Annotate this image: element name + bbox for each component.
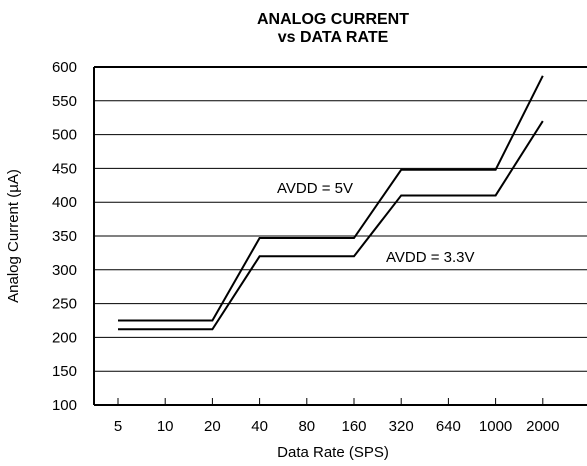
series-line: [118, 120, 544, 331]
y-tick-label: 500: [52, 127, 77, 144]
x-tick-label: 320: [389, 418, 414, 435]
y-tick-label: 150: [52, 363, 77, 380]
y-tick-label: 550: [52, 93, 77, 110]
chart-title-line: vs DATA RATE: [278, 29, 389, 46]
y-axis-label: Analog Current (µA): [5, 169, 22, 303]
x-axis-label: Data Rate (SPS): [277, 444, 389, 461]
series-group: [118, 75, 544, 331]
series-label: AVDD = 5V: [277, 180, 353, 197]
x-tick-label: 160: [341, 418, 366, 435]
y-tick-label: 450: [52, 160, 77, 177]
y-tick-label: 200: [52, 329, 77, 346]
x-tick-label: 10: [157, 418, 174, 435]
x-tick-label: 5: [114, 418, 122, 435]
y-tick-label: 350: [52, 228, 77, 245]
series-label: AVDD = 3.3V: [386, 249, 475, 266]
y-tick-label: 250: [52, 296, 77, 313]
chart-title-line: ANALOG CURRENT: [257, 11, 409, 28]
axis-group: 100 150 200 250 300 350 400 450 500 550 600 5 10 20 40…: [5, 59, 587, 461]
grid-group: [94, 66, 587, 406]
y-tick-label: 400: [52, 194, 77, 211]
y-tick-label: 600: [52, 59, 77, 76]
y-tick-label: 300: [52, 262, 77, 279]
x-tick-label: 40: [251, 418, 268, 435]
x-tick-label: 2000: [526, 418, 559, 435]
x-tick-label: 20: [204, 418, 221, 435]
y-tick-label: 100: [52, 397, 77, 414]
series-line: [118, 75, 544, 322]
x-tick-label: 1000: [479, 418, 512, 435]
x-tick-label: 640: [436, 418, 461, 435]
x-tick-label: 80: [298, 418, 315, 435]
